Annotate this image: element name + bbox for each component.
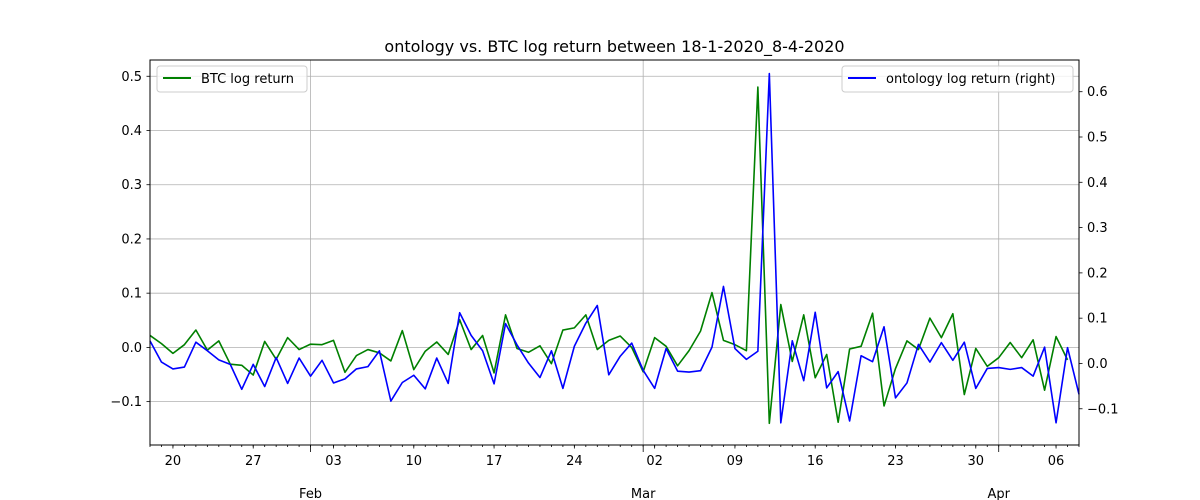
x-month-label: Apr xyxy=(987,487,1010,500)
x-tick-label: 06 xyxy=(1048,454,1065,469)
y-left-tick-label: 0.5 xyxy=(121,70,142,85)
y-left-tick-label: 0.4 xyxy=(121,124,142,139)
plot-frame xyxy=(149,59,1080,446)
x-tick-label: 09 xyxy=(727,454,744,469)
legend-btc-box xyxy=(156,65,308,93)
legend-btc-label: BTC log return xyxy=(201,72,294,87)
y-left-tick-label: 0.1 xyxy=(121,287,142,302)
y-left-tick-label: 0.0 xyxy=(121,341,142,356)
x-tick-label: 02 xyxy=(646,454,663,469)
legend-ontology: ontology log return (right) xyxy=(841,65,1074,93)
y-right-tick-label: 0.4 xyxy=(1087,176,1108,191)
btc-log-return-line xyxy=(149,86,1069,425)
x-month-label: Feb xyxy=(299,487,322,500)
x-tick-label: 30 xyxy=(968,454,985,469)
chart-title: ontology vs. BTC log return between 18-1… xyxy=(384,37,844,57)
legend-btc: BTC log return xyxy=(156,65,308,93)
grid xyxy=(150,60,1079,445)
x-tick-label: 16 xyxy=(807,454,824,469)
legend-ontology-label: ontology log return (right) xyxy=(886,72,1055,87)
x-tick-label: 27 xyxy=(245,454,262,469)
y-right-tick-label: −0.1 xyxy=(1087,402,1119,417)
y-left-tick-label: −0.1 xyxy=(110,395,142,410)
ontology-log-return-line xyxy=(149,72,1080,424)
x-month-label: Mar xyxy=(631,487,656,500)
y-left-tick-label: 0.2 xyxy=(121,232,142,247)
y-right-tick-label: 0.5 xyxy=(1087,131,1108,146)
y-right-tick-label: 0.6 xyxy=(1087,85,1108,100)
x-tick-label: 23 xyxy=(887,454,904,469)
y-right-tick-label: 0.2 xyxy=(1087,266,1108,281)
y-right-tick-label: 0.1 xyxy=(1087,312,1108,327)
axes: 20 27 03 10 17 24 02 09 16 23 30 06 Feb Mar Apr −0.1 0.0… xyxy=(110,70,1118,500)
x-tick-label: 10 xyxy=(406,454,423,469)
series-layer xyxy=(149,72,1080,425)
x-tick-label: 20 xyxy=(165,454,182,469)
y-left-tick-label: 0.3 xyxy=(121,178,142,193)
y-right-tick-label: 0.0 xyxy=(1087,357,1108,372)
y-right-tick-label: 0.3 xyxy=(1087,221,1108,236)
x-tick-label: 24 xyxy=(566,454,583,469)
x-tick-label: 17 xyxy=(486,454,503,469)
legend-ontology-box xyxy=(841,65,1074,93)
x-tick-label: 03 xyxy=(325,454,342,469)
